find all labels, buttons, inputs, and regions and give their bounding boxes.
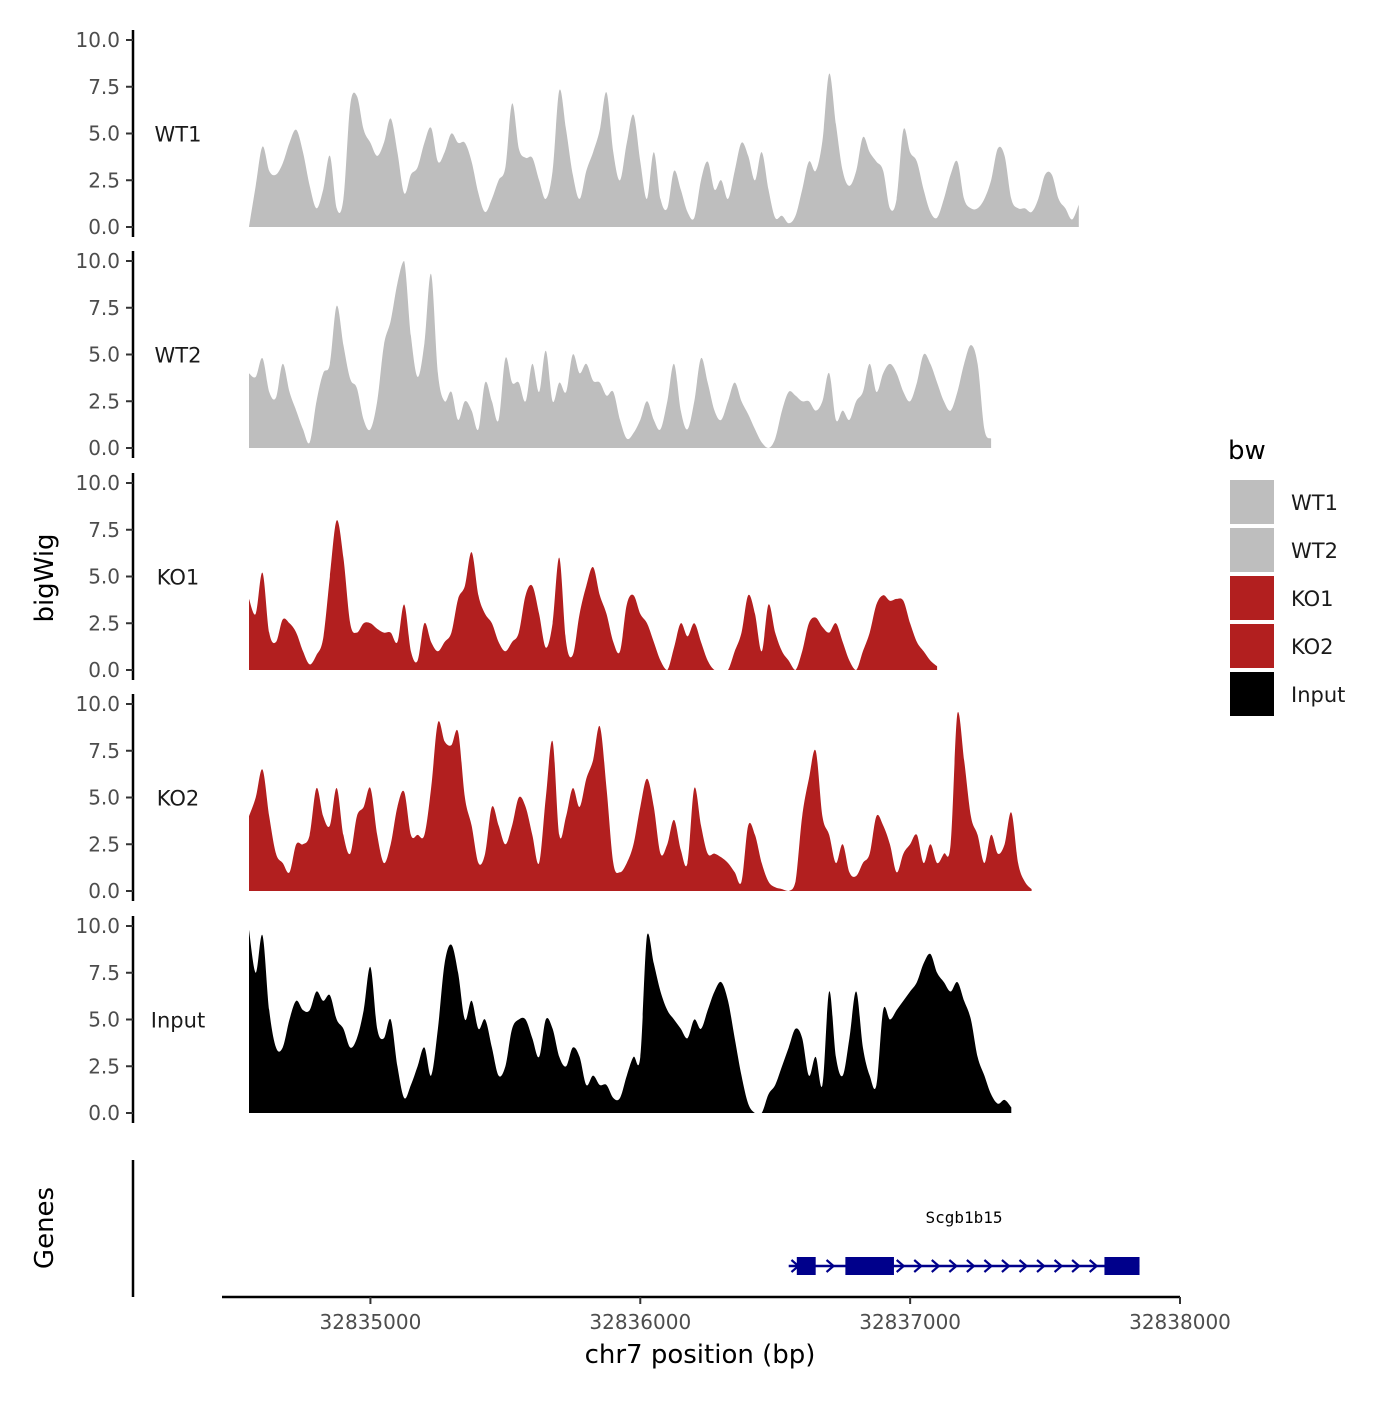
track-label-wt1: WT1 <box>155 123 202 147</box>
y-tick-label-wt1: 10.0 <box>75 28 120 52</box>
x-tick-label: 32838000 <box>1129 1310 1231 1334</box>
y-tick-label-wt2: 10.0 <box>75 249 120 273</box>
strand-arrow <box>1053 1259 1064 1273</box>
y-tick-label-wt2: 2.5 <box>88 389 120 413</box>
area-wt2 <box>249 261 992 448</box>
legend-label-ko2: KO2 <box>1291 635 1334 659</box>
strand-arrow <box>1001 1259 1011 1273</box>
plot-layer: 0.0 2.5 5.0 7.5 10.0 WT1 0.0 2.5 5.0 7.5 10.0 WT2 0.… <box>75 28 1345 1334</box>
gene-exon <box>845 1257 894 1275</box>
strand-arrow <box>1036 1259 1046 1273</box>
genes-axis-title: Genes <box>30 1187 60 1269</box>
strand-arrow <box>913 1259 923 1273</box>
legend-key-wt1 <box>1230 480 1274 524</box>
legend-title: bw <box>1228 436 1266 466</box>
y-tick-label-ko1: 0.0 <box>88 658 120 682</box>
area-ko1 <box>249 520 938 670</box>
strand-arrow <box>966 1259 976 1273</box>
area-wt1 <box>249 73 1079 228</box>
strand-arrow <box>825 1259 836 1273</box>
track-label-wt2: WT2 <box>155 344 202 368</box>
track-label-ko2: KO2 <box>157 787 200 811</box>
area-input <box>249 929 1012 1113</box>
legend-key-wt2 <box>1230 528 1274 572</box>
y-tick-label-wt2: 0.0 <box>88 436 120 460</box>
strand-arrow <box>1088 1259 1099 1273</box>
legend-label-wt1: WT1 <box>1291 491 1338 515</box>
area-ko2 <box>249 711 1032 891</box>
strand-arrow <box>983 1259 994 1273</box>
y-tick-label-wt1: 7.5 <box>88 75 120 99</box>
track-label-input: Input <box>151 1009 205 1033</box>
y-tick-label-ko2: 10.0 <box>75 692 120 716</box>
y-tick-label-input: 0.0 <box>88 1101 120 1125</box>
y-tick-label-input: 7.5 <box>88 961 120 985</box>
y-tick-label-input: 5.0 <box>88 1008 120 1032</box>
gene-exon <box>1104 1257 1140 1275</box>
legend-key-ko2 <box>1230 624 1274 668</box>
y-tick-label-ko1: 2.5 <box>88 611 120 635</box>
gene-exon <box>796 1257 816 1275</box>
strand-arrow <box>1018 1259 1029 1273</box>
legend-label-input: Input <box>1291 683 1345 707</box>
legend-label-wt2: WT2 <box>1291 539 1338 563</box>
y-tick-label-wt1: 0.0 <box>88 215 120 239</box>
x-tick-label: 32836000 <box>589 1310 691 1334</box>
y-tick-label-ko2: 2.5 <box>88 832 120 856</box>
legend-key-ko1 <box>1230 576 1274 620</box>
strand-arrow <box>948 1259 959 1273</box>
legend-key-input <box>1230 672 1274 716</box>
legend-label-ko1: KO1 <box>1291 587 1334 611</box>
y-tick-label-input: 2.5 <box>88 1054 120 1078</box>
strand-arrow <box>895 1259 906 1273</box>
x-tick-label: 32837000 <box>859 1310 961 1334</box>
y-tick-label-ko2: 7.5 <box>88 739 120 763</box>
y-tick-label-input: 10.0 <box>75 914 120 938</box>
y-tick-label-wt1: 5.0 <box>88 122 120 146</box>
strand-arrow <box>931 1259 941 1273</box>
y-tick-label-wt2: 5.0 <box>88 343 120 367</box>
y-axis-title: bigWig <box>30 533 60 622</box>
gene-name-label: Scgb1b15 <box>925 1208 1002 1227</box>
y-tick-label-wt2: 7.5 <box>88 296 120 320</box>
x-tick-label: 32835000 <box>320 1310 422 1334</box>
x-axis-title: chr7 position (bp) <box>585 1340 816 1370</box>
y-tick-label-wt1: 2.5 <box>88 168 120 192</box>
y-tick-label-ko2: 5.0 <box>88 786 120 810</box>
track-label-ko1: KO1 <box>157 566 200 590</box>
y-tick-label-ko1: 5.0 <box>88 565 120 589</box>
y-tick-label-ko1: 10.0 <box>75 471 120 495</box>
strand-arrow <box>1071 1259 1081 1273</box>
y-tick-label-ko1: 7.5 <box>88 518 120 542</box>
y-tick-label-ko2: 0.0 <box>88 879 120 903</box>
